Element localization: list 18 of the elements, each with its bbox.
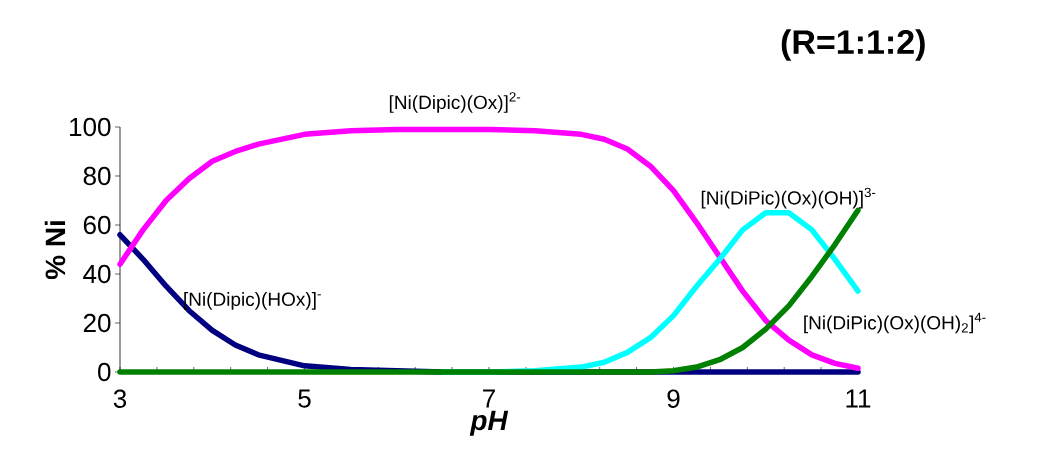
- series-label: [Ni(DiPic)(Ox)(OH)$_{2}$]$^{4-}$: [804, 312, 986, 334]
- chart-title: (R=1:1:2): [781, 29, 925, 61]
- y-tick-label: 60: [83, 215, 111, 235]
- y-tick-label: 0: [98, 362, 111, 382]
- series-label: [Ni(Dipic)(Ox)]$^{2-}$: [389, 92, 521, 113]
- y-tick-label: 40: [83, 264, 111, 284]
- series-label: [Ni(Dipic)(HOx)]$^{-}$: [184, 292, 321, 310]
- x-axis-title: pH: [469, 410, 509, 436]
- y-axis-title: % Ni: [44, 221, 66, 280]
- x-tick-label: 3: [113, 389, 127, 408]
- x-tick-label: 9: [667, 389, 680, 408]
- x-tick-label: 11: [846, 389, 871, 408]
- x-tick-label: 7: [483, 389, 495, 408]
- series-label: [Ni(DiPic)(Ox)(OH)]$^{3-}$: [701, 187, 876, 209]
- y-tick-label: 100: [70, 117, 111, 137]
- y-tick-label: 20: [83, 313, 111, 333]
- y-tick-label: 80: [83, 166, 111, 186]
- x-tick-label: 5: [298, 389, 311, 408]
